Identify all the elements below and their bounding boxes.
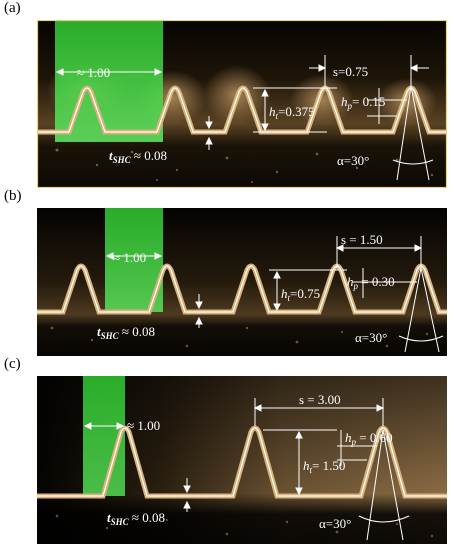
height-dimensions [263,429,377,496]
surface-outline [37,427,447,497]
alpha-label: α=30° [355,330,387,345]
angle-dimension [392,85,434,181]
spacing-label: s = 3.00 [299,392,341,407]
angle-dimension [358,429,410,541]
substrate-texture [55,514,434,538]
substrate-texture [55,148,434,183]
width-label: ≈ 1.00 [113,250,146,265]
glow-blob [377,78,437,126]
ht-label: ht= 1.50 [303,458,345,475]
alpha-label: α=30° [319,516,351,531]
thickness-dimension [183,478,191,512]
height-dimensions [253,87,407,133]
tshc-label: tSHC ≈ 0.08 [97,324,155,341]
alpha-label: α=30° [337,153,369,168]
panel-a-frame [37,20,447,188]
angle-dimension [398,267,444,353]
spacing-label: s=0.75 [333,64,368,79]
hp-label: hp= 0.15 [341,94,385,111]
panel-label-a: (a) [4,0,21,16]
width-dimension [83,422,125,430]
spacing-dimension [335,236,423,268]
substrate-texture [50,326,429,348]
width-dimension [55,68,163,76]
spacing-dimension [309,55,429,88]
tshc-label: tSHC ≈ 0.08 [109,148,167,165]
panel-b: ≈ 1.00 s = 1.50 hp = 0.30 ht=0.75 tSHC ≈… [37,208,447,356]
ht-label: ht=0.75 [281,286,320,303]
surface-outline [37,87,447,133]
panel-label-c: (c) [4,356,21,372]
panel-c: ≈ 1.00 s = 3.00 hp = 0.60 ht= 1.50 tSHC … [37,376,447,544]
panel-a: ≈ 1.00 s=0.75 hp= 0.15 ht=0.375 tSHC ≈ 0… [37,20,447,188]
panel-a-image: ≈ 1.00 s=0.75 hp= 0.15 ht=0.375 tSHC ≈ 0… [37,20,447,188]
spacing-label: s = 1.50 [341,232,383,247]
thickness-dimension [205,116,213,150]
tshc-label: tSHC ≈ 0.08 [107,510,165,527]
panel-c-image: ≈ 1.00 s = 3.00 hp = 0.60 ht= 1.50 tSHC … [37,376,447,544]
width-label: ≈ 1.00 [77,65,110,80]
height-dimensions [269,268,417,312]
thickness-dimension [195,294,203,328]
surface-outline [37,265,447,313]
spacing-dimension [253,398,385,426]
width-dimension [105,252,163,260]
panel-label-b: (b) [4,188,22,204]
hp-label: hp = 0.60 [345,430,393,447]
ht-label: ht=0.375 [269,104,315,121]
width-label: ≈ 1.00 [127,418,160,433]
hp-label: hp = 0.30 [347,274,395,291]
panel-b-image: ≈ 1.00 s = 1.50 hp = 0.30 ht=0.75 tSHC ≈… [37,208,447,356]
